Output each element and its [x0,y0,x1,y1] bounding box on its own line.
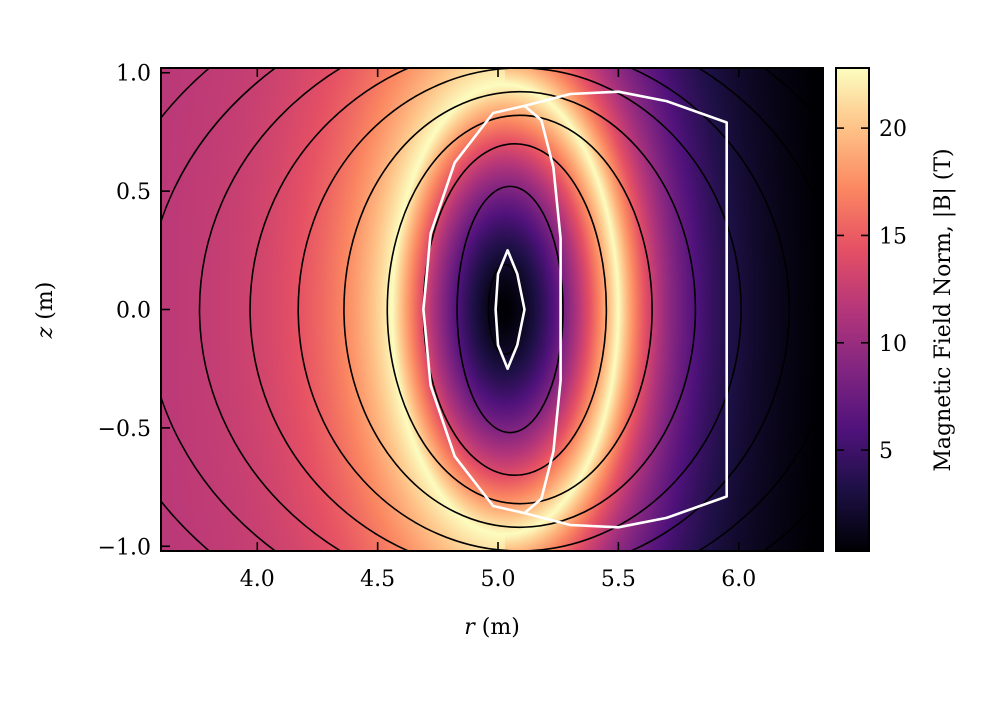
x-tick-label: 5.5 [601,567,636,592]
contour-line [487,263,523,356]
y-axis-unit: (m) [33,282,58,327]
x-axis-label: r (m) [464,615,520,640]
contour-line [456,185,564,434]
contour-line [249,68,791,551]
x-axis-ticks: 4.0 4.5 5.0 5.5 6.0 [240,68,756,592]
x-tick-label: 4.0 [240,567,275,592]
colorbar-tick-label: 15 [879,224,907,249]
colorbar: 5 10 15 20 Magnetic Field Norm, |B| (T) [835,67,956,552]
x-tick-label: 5.0 [481,567,516,592]
contour-lines [161,68,823,551]
y-tick-label: 1.0 [116,62,151,87]
y-tick-label: −1.0 [98,535,151,560]
contour-line [297,68,742,551]
x-axis-unit: (m) [475,615,520,640]
colorbar-tick-label: 10 [879,332,907,357]
inner-coil-boundary [494,249,526,370]
white-boundaries [422,90,728,529]
y-tick-label: −0.5 [98,417,151,442]
y-axis-var: z [33,326,58,339]
field-heatmap [161,68,823,551]
x-tick-label: 6.0 [721,567,756,592]
colorbar-tick-label: 20 [879,117,907,142]
contour-line [198,68,823,551]
contour-line [386,114,653,505]
y-axis-label: z (m) [33,282,58,340]
colorbar-tick-label: 5 [879,439,893,464]
colorbar-label: Magnetic Field Norm, |B| (T) [931,148,956,471]
x-tick-label: 4.5 [360,567,395,592]
contour-line [343,90,697,529]
outer-box-boundary [524,90,728,529]
y-tick-label: 0.0 [116,299,151,324]
plot-area [160,67,824,552]
colorbar-gradient [835,67,870,552]
colorbar-ticks: 5 10 15 20 [836,117,907,464]
y-axis-ticks: 1.0 0.5 0.0 −0.5 −1.0 [98,62,823,560]
x-axis-var: r [464,615,476,640]
y-tick-label: 0.5 [116,180,151,205]
field-heatmap-container [161,68,823,551]
